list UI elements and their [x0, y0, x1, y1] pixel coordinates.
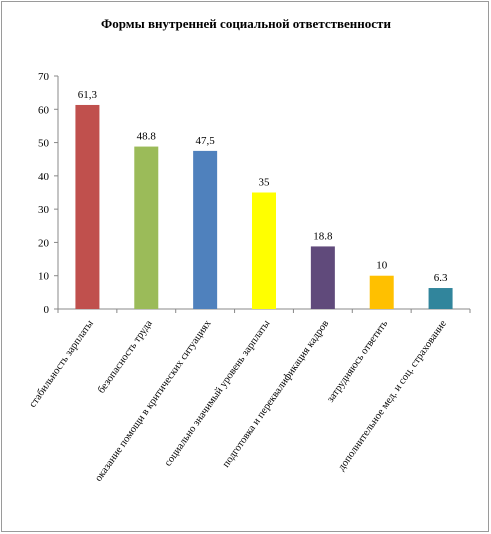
- bar: [75, 104, 100, 309]
- bar: [193, 150, 218, 309]
- bar: [252, 192, 276, 309]
- y-tick-label: 10: [38, 271, 50, 283]
- data-label: 48.8: [137, 131, 157, 143]
- data-label: 47,5: [196, 135, 216, 147]
- y-tick-label: 0: [44, 304, 50, 316]
- category-label: затрудняюсь ответить: [325, 318, 390, 404]
- y-tick-label: 60: [38, 104, 50, 116]
- chart-title: Формы внутренней социальной ответственно…: [101, 16, 391, 31]
- bar: [310, 246, 335, 309]
- data-label: 35: [259, 177, 271, 189]
- category-label: безопасность труда: [96, 318, 155, 395]
- data-label: 61,3: [78, 89, 98, 101]
- category-label: дополнительное мед. и соц. страхование: [336, 318, 449, 473]
- y-tick-label: 50: [38, 138, 50, 150]
- data-label: 10: [376, 260, 388, 272]
- bar: [369, 275, 394, 309]
- y-tick-label: 30: [38, 204, 50, 216]
- y-tick-label: 20: [38, 237, 50, 249]
- y-tick-label: 70: [38, 71, 50, 83]
- bar: [428, 288, 453, 309]
- data-label: 6.3: [434, 272, 448, 284]
- category-label: стабильность зарплаты: [27, 318, 96, 409]
- category-label: оказание помощи в критических ситуациях: [93, 318, 214, 484]
- data-label: 18.8: [313, 230, 333, 242]
- category-label: подготовка и переквалификация кадров: [221, 318, 332, 469]
- category-label: социально значимый уровень зарплаты: [163, 318, 273, 468]
- y-tick-label: 40: [38, 171, 50, 183]
- bar: [134, 146, 159, 309]
